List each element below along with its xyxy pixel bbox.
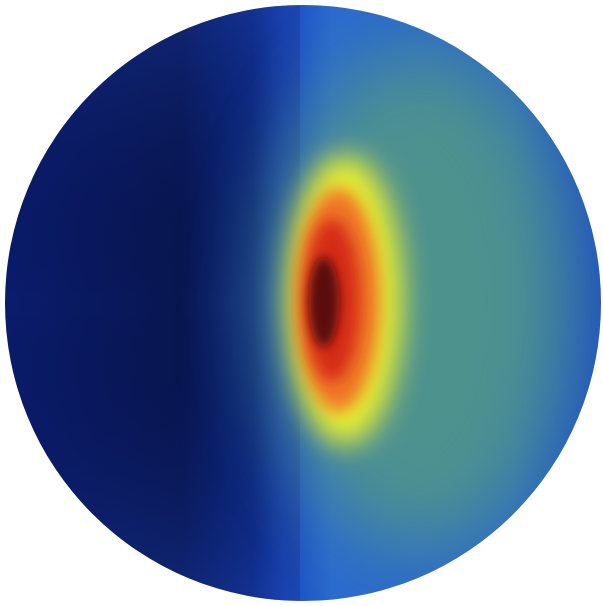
disk [0, 0, 603, 606]
shading [0, 0, 300, 606]
page: (() => { const data = JSON.parse(documen… [0, 0, 603, 606]
core-region [309, 257, 339, 347]
heatmap-image [0, 0, 603, 606]
